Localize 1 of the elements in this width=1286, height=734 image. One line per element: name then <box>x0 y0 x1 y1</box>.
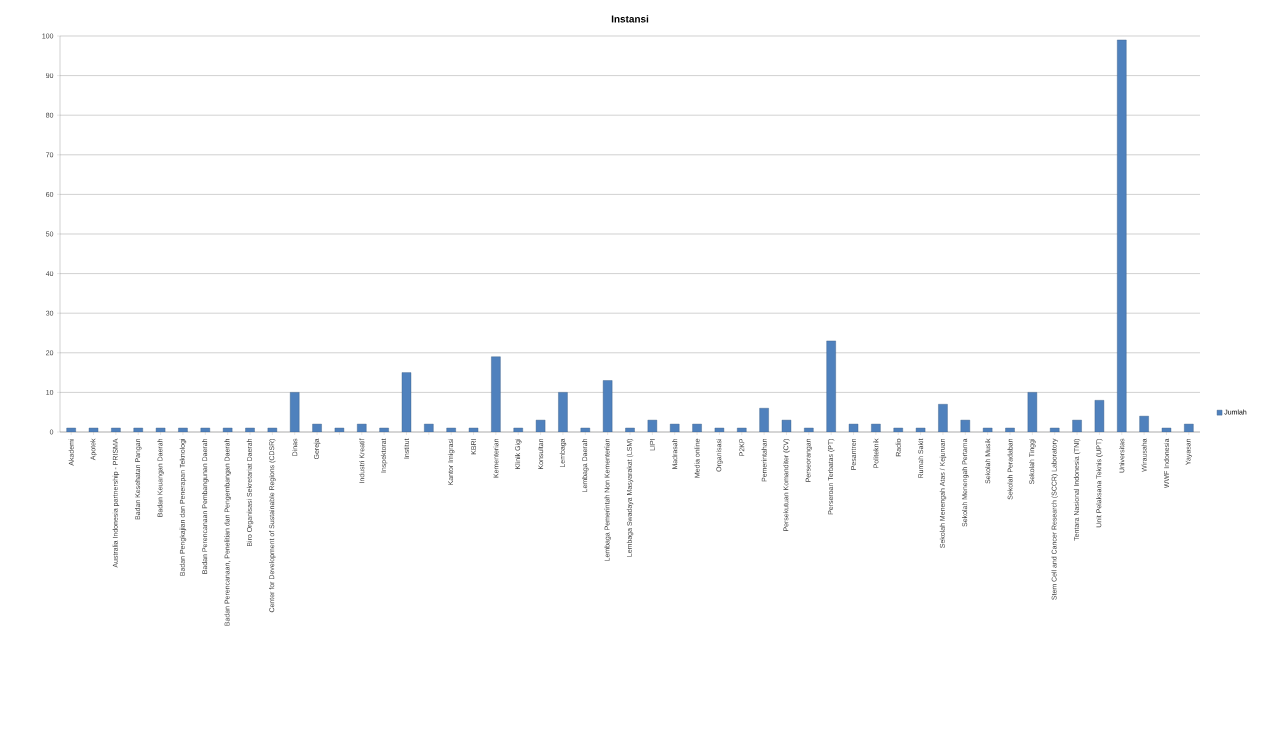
chart-title: Instansi <box>611 15 649 23</box>
